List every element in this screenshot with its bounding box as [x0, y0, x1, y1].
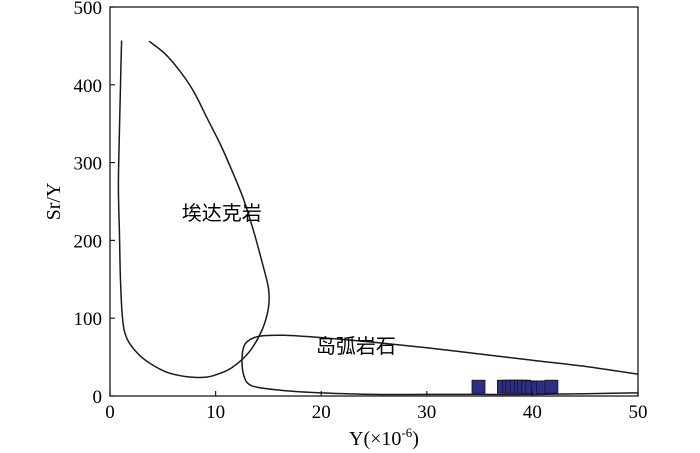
plot-frame [109, 6, 639, 397]
points-layer [471, 379, 559, 396]
y-axis-title: Sr/Y [43, 183, 65, 221]
x-tick-label: 40 [523, 402, 542, 423]
x-tick-label: 30 [417, 402, 436, 423]
y-tick-label: 300 [74, 154, 103, 175]
y-tick-label: 0 [93, 387, 103, 408]
x-tick-label: 20 [312, 402, 331, 423]
y-tick-label: 100 [74, 309, 103, 330]
regions-layer [117, 40, 639, 396]
x-axis-title-exponent: -6 [401, 425, 412, 440]
y-tick-label: 200 [74, 231, 103, 252]
adakite-region-label: 埃达克岩 [182, 201, 262, 225]
y-tick-label: 400 [74, 76, 103, 97]
island-arc-region-label: 岛弧岩石 [316, 334, 396, 358]
x-tick-label: 10 [206, 402, 225, 423]
island-arc-region-outline [241, 334, 639, 396]
y-tick-label: 500 [74, 0, 103, 19]
x-axis-title: Y(×10-6) [349, 425, 419, 450]
x-tick-label: 0 [105, 402, 115, 423]
adakite-region-outline [117, 40, 270, 379]
data-point [471, 379, 486, 394]
x-axis-title-main: Y(×10 [349, 428, 401, 450]
x-tick-label: 50 [629, 402, 648, 423]
x-axis-title-close: ) [412, 428, 419, 450]
data-point [544, 379, 559, 394]
